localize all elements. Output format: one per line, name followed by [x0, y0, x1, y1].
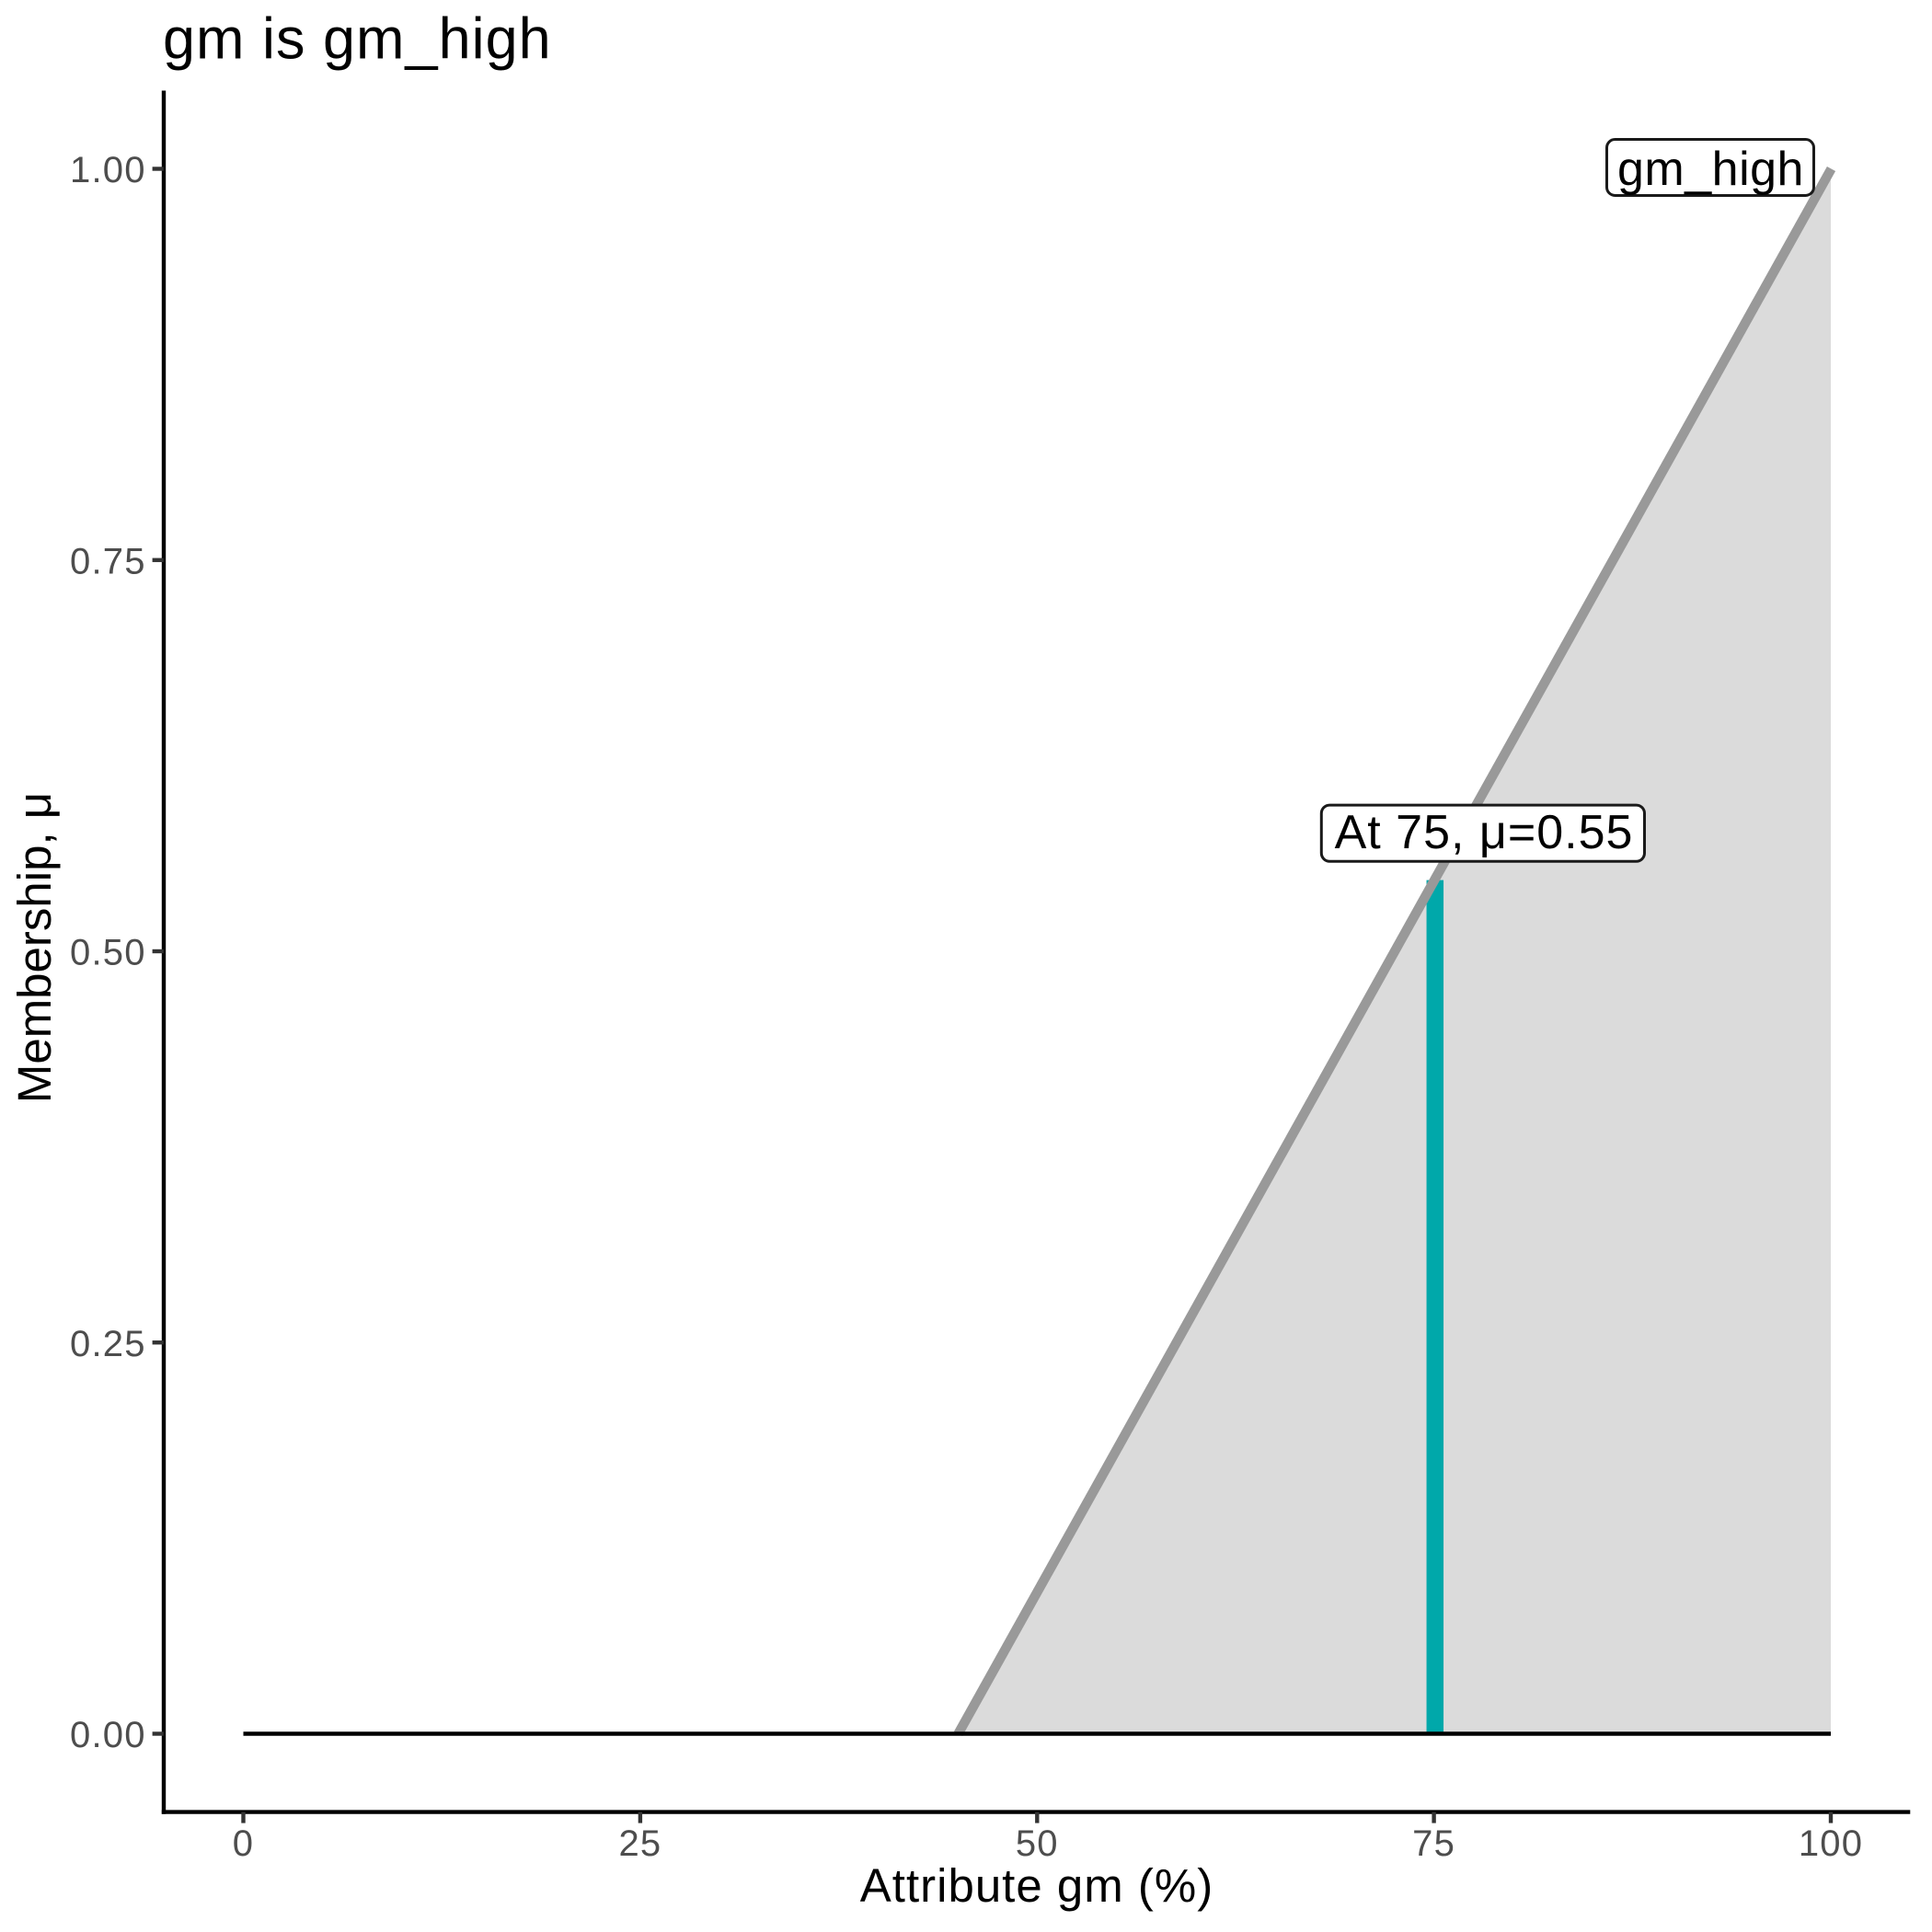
svg-text:25: 25 — [618, 1823, 661, 1864]
svg-text:0.75: 0.75 — [70, 541, 146, 581]
svg-text:0.50: 0.50 — [70, 933, 146, 973]
svg-text:75: 75 — [1412, 1823, 1455, 1864]
svg-text:0.25: 0.25 — [70, 1324, 146, 1364]
svg-text:0.00: 0.00 — [70, 1715, 146, 1755]
svg-text:At 75, μ=0.55: At 75, μ=0.55 — [1335, 806, 1634, 859]
svg-text:Attribute gm (%): Attribute gm (%) — [860, 1859, 1213, 1912]
svg-text:1.00: 1.00 — [70, 150, 146, 190]
svg-text:100: 100 — [1799, 1823, 1863, 1864]
svg-text:Membership, μ: Membership, μ — [8, 792, 61, 1103]
svg-text:0: 0 — [233, 1823, 254, 1864]
svg-text:gm_high: gm_high — [1617, 143, 1804, 196]
svg-text:50: 50 — [1016, 1823, 1059, 1864]
svg-text:gm is gm_high: gm is gm_high — [163, 7, 552, 72]
